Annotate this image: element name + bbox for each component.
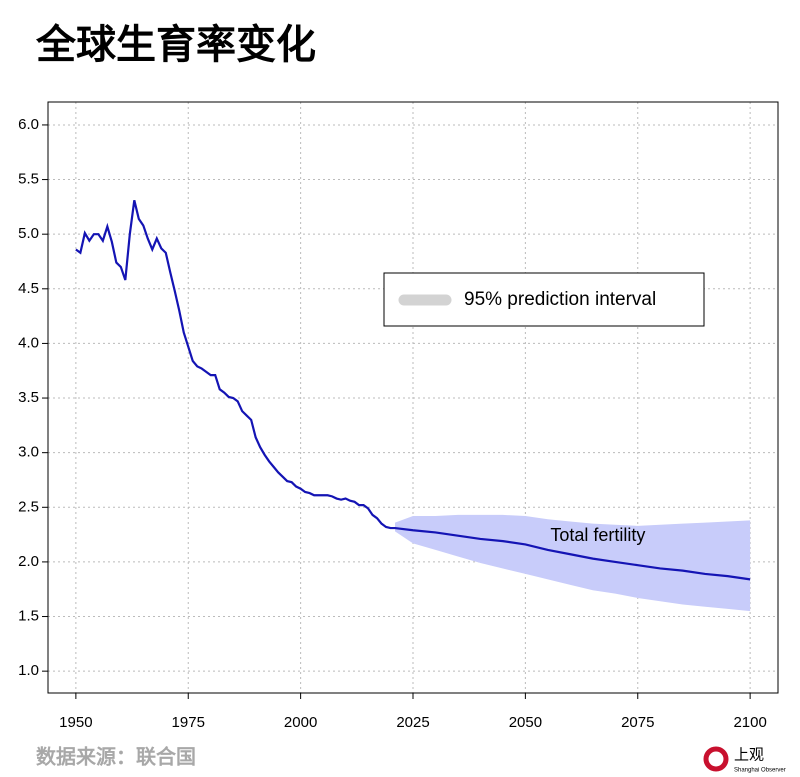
series-label: Total fertility [550,525,645,545]
brand-subtitle: Shanghai Observer [734,768,786,774]
series-line [75,200,751,581]
y-tick-label: 1.5 [18,607,39,624]
brand-logo: 上观 Shanghai Observer [703,746,786,774]
y-tick-label: 3.5 [18,389,39,406]
source: 数据来源：联合国 [36,745,196,769]
x-tick-label: 2025 [396,714,429,731]
logo-icon [703,746,729,772]
y-tick-label: 1.0 [18,662,39,679]
x-tick-label: 2100 [733,714,766,731]
x-tick-label: 2000 [284,714,317,731]
x-tick-label: 2050 [509,714,542,731]
chart-title: 全球生育率变化 [35,22,316,68]
x-tick-label: 2075 [621,714,654,731]
brand-name: 上观 [734,746,764,764]
x-tick-label: 1950 [59,714,92,731]
y-tick-label: 4.0 [18,334,39,351]
y-tick-label: 3.0 [18,444,39,461]
legend-label: 95% prediction interval [464,289,656,310]
y-tick-label: 4.5 [18,280,39,297]
y-tick-label: 5.0 [18,225,39,242]
y-tick-label: 6.0 [18,116,39,133]
y-tick-label: 2.0 [18,553,39,570]
plot-frame [47,101,779,694]
x-tick-label: 1975 [172,714,205,731]
y-tick-label: 2.5 [18,498,39,515]
y-tick-label: 5.5 [18,171,39,188]
